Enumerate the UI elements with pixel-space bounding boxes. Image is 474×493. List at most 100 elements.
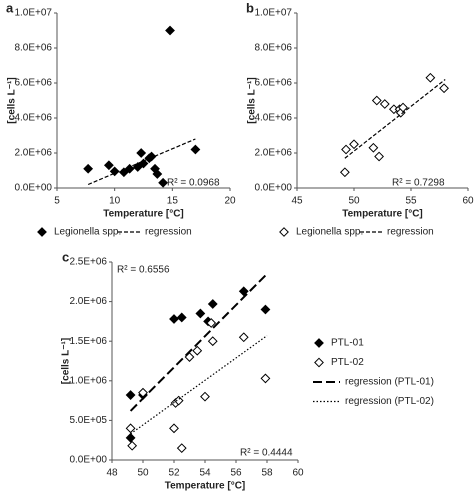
point [379,99,390,109]
legend-label: regression [145,227,192,238]
legend-symbol [279,227,289,237]
point [238,332,249,343]
y-tick-label: 6.0E+06 [14,78,52,89]
point [173,395,184,406]
point [103,160,114,171]
y-tick-label: 2.5E+06 [69,257,107,268]
point [136,148,147,158]
y-tick-label: 2.0E+06 [254,148,292,159]
regression-line [344,79,446,159]
legend-symbol [314,357,324,368]
annotation: R² = 0.4444 [240,448,293,459]
point [132,162,143,172]
y-tick-label: 1.0E+07 [14,8,52,19]
panel-letter: c [62,249,69,264]
x-axis-title: Temperature [°C] [342,209,423,220]
point [125,423,136,434]
y-tick-label: 0.0E+00 [14,183,52,194]
point [238,286,249,297]
point [349,139,359,150]
x-tick-label: 45 [291,196,303,207]
legend-label: PTL-02 [331,357,364,368]
point [260,373,271,384]
point [176,443,187,454]
y-tick-label: 2.0E+06 [14,148,52,159]
y-tick-label: 4.0E+06 [254,113,292,124]
point [195,308,206,319]
point [207,299,218,309]
x-tick-label: 54 [199,468,211,479]
annotation: R² = 0.6556 [117,265,170,276]
point [124,163,135,174]
y-tick-label: 0.0E+00 [254,183,292,194]
y-tick-label: 8.0E+06 [254,43,292,54]
legend-label: PTL-01 [331,338,364,349]
point [371,95,382,106]
point [125,390,136,400]
legend-label: Legionella spp. [296,227,363,238]
legend-symbol [314,338,324,348]
point [192,345,203,356]
point [206,318,217,328]
point [125,432,136,443]
point [368,142,379,153]
regression-line [129,273,268,412]
x-tick-label: 5 [54,196,60,207]
point [83,163,94,174]
y-tick-label: 6.0E+06 [254,78,292,89]
regression-line [130,335,268,435]
x-tick-label: 20 [224,196,236,207]
y-tick-label: 2.0E+06 [69,296,107,307]
annotation: R² = 0.7298 [392,178,445,189]
x-axis-title: Temperature [°C] [165,481,246,492]
regression-line [87,138,196,186]
point [176,312,187,323]
annotation: R² = 0.0968 [167,178,220,189]
legend-label: regression (PTL-02) [345,396,434,407]
x-tick-label: 15 [167,196,179,207]
y-tick-label: 1.5E+06 [69,336,107,347]
point [260,304,271,315]
point [425,72,436,83]
point [339,167,350,178]
point [439,83,449,94]
point [158,177,169,188]
y-tick-label: 4.0E+06 [14,113,52,124]
point [374,151,384,162]
y-axis-title: [cells L⁻¹] [7,77,18,123]
x-tick-label: 60 [292,468,304,479]
x-tick-label: 10 [109,196,121,207]
y-tick-label: 8.0E+06 [14,43,52,54]
y-tick-label: 1.0E+06 [69,375,107,386]
panel-letter: b [246,0,254,15]
y-axis-title: [cells L⁻¹] [247,77,258,123]
x-tick-label: 56 [230,468,242,479]
point [190,144,201,155]
y-axis-title: [cells L⁻¹] [61,338,72,384]
point [341,144,351,155]
point [165,25,175,36]
point [169,423,179,434]
point [207,336,218,347]
legend-label: regression [387,227,434,238]
point [118,167,129,178]
x-tick-label: 55 [405,196,417,207]
x-tick-label: 60 [462,196,474,207]
point [169,314,179,324]
y-tick-label: 0.0E+00 [69,455,107,466]
x-tick-label: 48 [106,468,118,479]
point [200,391,210,402]
point [398,102,408,113]
point [109,166,120,177]
point [146,151,157,162]
legend-label: Legionella spp. [54,227,121,238]
x-tick-label: 50 [137,468,149,479]
panel-letter: a [6,0,14,15]
x-axis-title: Temperature [°C] [103,209,184,220]
legend-symbol [37,227,47,237]
point [127,440,138,451]
point [138,387,148,398]
x-tick-label: 52 [168,468,180,479]
point [152,169,163,179]
